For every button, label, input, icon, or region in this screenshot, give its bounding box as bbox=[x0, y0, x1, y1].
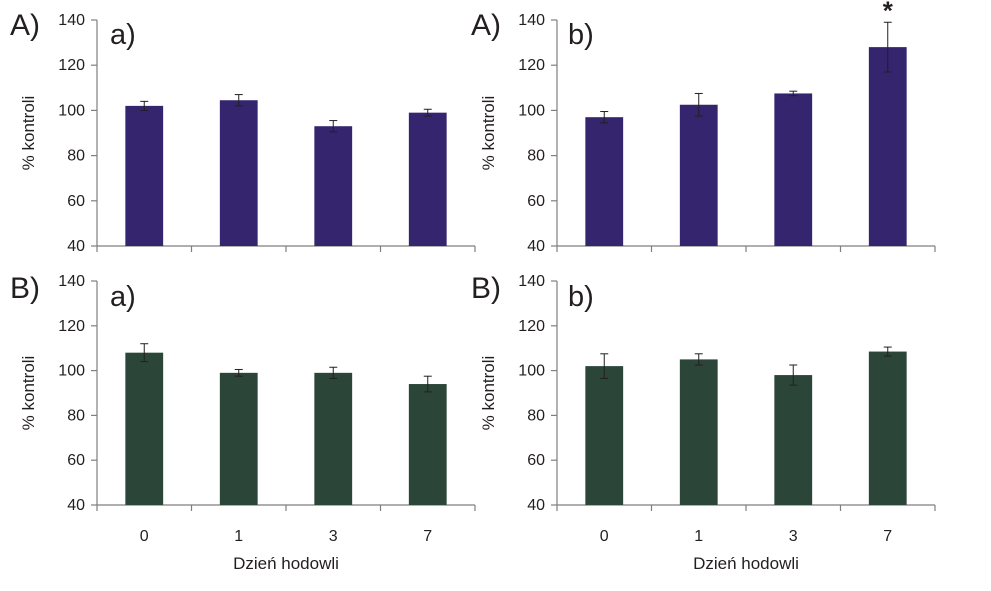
chart-panel: B) a) % kontroli 40 60 80 100 120 140 0 1 3 7 Dzień h… bbox=[10, 272, 476, 573]
x-tick-label: 0 bbox=[600, 528, 609, 545]
y-tick-label: 60 bbox=[67, 193, 85, 210]
y-tick-label: 100 bbox=[518, 363, 545, 380]
x-tick-label: 3 bbox=[329, 528, 338, 545]
panel-letter: B) bbox=[471, 272, 501, 305]
subpanel-letter: a) bbox=[110, 19, 136, 51]
chart-panel: A) b) % kontroli 40 60 80 100 120 140 * bbox=[471, 0, 936, 255]
bar bbox=[219, 100, 258, 246]
x-tick-label: 7 bbox=[423, 528, 432, 545]
bar bbox=[868, 351, 907, 505]
y-tick-label: 80 bbox=[527, 148, 545, 165]
panel-letter: B) bbox=[10, 272, 40, 305]
bar bbox=[585, 366, 624, 505]
y-tick-label: 100 bbox=[518, 102, 545, 119]
y-axis-label: % kontroli bbox=[19, 356, 38, 431]
x-axis-label: Dzień hodowli bbox=[693, 554, 799, 573]
y-tick-label: 80 bbox=[67, 407, 85, 424]
panel-letter: A) bbox=[10, 9, 40, 42]
y-tick-label: 40 bbox=[67, 497, 85, 514]
panel-letter: A) bbox=[471, 9, 501, 42]
y-tick-label: 120 bbox=[518, 318, 545, 335]
bar bbox=[679, 359, 718, 505]
significance-marker: * bbox=[883, 0, 894, 25]
y-tick-label: 140 bbox=[58, 12, 85, 29]
y-tick-label: 120 bbox=[58, 318, 85, 335]
y-axis-label: % kontroli bbox=[19, 96, 38, 171]
bar bbox=[408, 384, 447, 505]
subpanel-letter: b) bbox=[568, 281, 594, 313]
y-axis-label: % kontroli bbox=[479, 356, 498, 431]
bar bbox=[219, 372, 258, 505]
y-tick-label: 40 bbox=[67, 238, 85, 255]
y-tick-label: 120 bbox=[58, 57, 85, 74]
bar bbox=[408, 112, 447, 246]
x-tick-label: 3 bbox=[789, 528, 798, 545]
y-tick-label: 100 bbox=[58, 102, 85, 119]
y-tick-label: 80 bbox=[527, 407, 545, 424]
bar bbox=[314, 372, 353, 505]
y-tick-label: 60 bbox=[67, 452, 85, 469]
x-tick-label: 1 bbox=[694, 528, 703, 545]
subpanel-letter: b) bbox=[568, 19, 594, 51]
y-tick-label: 100 bbox=[58, 363, 85, 380]
bar bbox=[585, 117, 624, 247]
x-tick-label: 7 bbox=[883, 528, 892, 545]
bar bbox=[679, 104, 718, 246]
y-tick-label: 40 bbox=[527, 238, 545, 255]
bar bbox=[774, 375, 813, 505]
y-tick-label: 140 bbox=[58, 273, 85, 290]
y-tick-label: 60 bbox=[527, 452, 545, 469]
y-axis-label: % kontroli bbox=[479, 96, 498, 171]
x-tick-label: 0 bbox=[140, 528, 149, 545]
y-tick-label: 140 bbox=[518, 273, 545, 290]
x-tick-label: 1 bbox=[234, 528, 243, 545]
y-tick-label: 140 bbox=[518, 12, 545, 29]
bar bbox=[774, 93, 813, 246]
bar bbox=[125, 352, 164, 505]
x-axis-label: Dzień hodowli bbox=[233, 554, 339, 573]
subpanel-letter: a) bbox=[110, 281, 136, 313]
bar bbox=[125, 105, 164, 246]
y-tick-label: 120 bbox=[518, 57, 545, 74]
chart-panel: B) b) % kontroli 40 60 80 100 120 140 0 1 3 7 Dzień h… bbox=[471, 272, 936, 573]
y-tick-label: 60 bbox=[527, 193, 545, 210]
y-tick-label: 80 bbox=[67, 148, 85, 165]
y-tick-label: 40 bbox=[527, 497, 545, 514]
bar bbox=[314, 126, 353, 246]
bar bbox=[868, 47, 907, 247]
chart-panel: A) a) % kontroli 40 60 80 100 120 140 bbox=[10, 9, 476, 255]
